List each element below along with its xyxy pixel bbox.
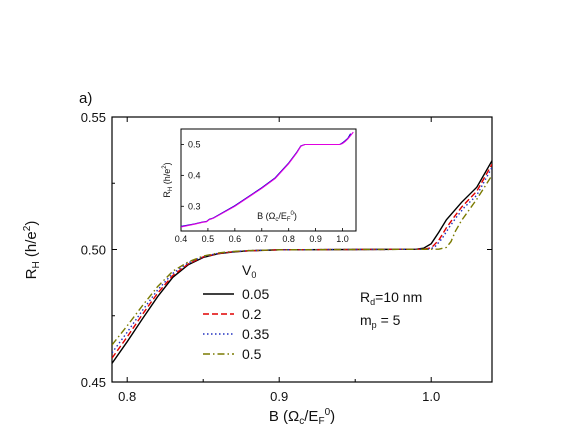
y-axis-title: RH (h/e2) [22,221,42,280]
legend-title: V0 [242,262,256,280]
main-ticks: 0.8 0.9 1.0 0.45 0.50 0.55 [81,110,492,404]
inset-series-line-1 [180,131,354,228]
legend: V0 0.05 0.2 0.35 0.5 [203,262,269,362]
inset-frame [180,128,357,232]
x-axis-title: B (Ωc/EF0) [269,407,335,427]
x-tick-label: 0.8 [118,389,136,404]
annotation-mp: mp = 5 [360,312,401,330]
inset-ticks: 0.4 0.5 0.6 0.7 0.8 0.9 1.0 0.3 0.4 0.5 [175,139,349,244]
inset-x-tick-label: 0.6 [229,234,242,244]
legend-entry: 0.05 [242,286,269,302]
x-tick-label: 0.9 [270,389,288,404]
y-tick-label: 0.55 [81,110,106,125]
series-line-0.5 [112,174,492,346]
y-tick-label: 0.50 [81,243,106,258]
panel-label: a) [79,90,92,107]
inset-x-tick-label: 0.7 [256,234,269,244]
annotation-rd: Rd=10 nm [360,289,422,307]
inset-y-tick-label: 0.4 [188,170,201,180]
legend-entry: 0.35 [242,326,269,342]
inset-series [180,131,354,228]
inset-x-tick-label: 0.8 [282,234,295,244]
annotations: Rd=10 nm mp = 5 [360,289,422,330]
inset-y-tick-label: 0.5 [188,139,201,149]
y-tick-label: 0.45 [81,375,106,390]
inset-y-tick-label: 0.3 [188,201,201,211]
inset-x-tick-label: 1.0 [336,234,349,244]
inset-x-tick-label: 0.9 [309,234,322,244]
legend-entry: 0.5 [242,346,262,362]
inset-x-tick-label: 0.4 [175,234,188,244]
x-tick-label: 1.0 [422,389,440,404]
legend-entry: 0.2 [242,306,262,322]
main-series [112,160,492,364]
inset-x-tick-label: 0.5 [202,234,215,244]
